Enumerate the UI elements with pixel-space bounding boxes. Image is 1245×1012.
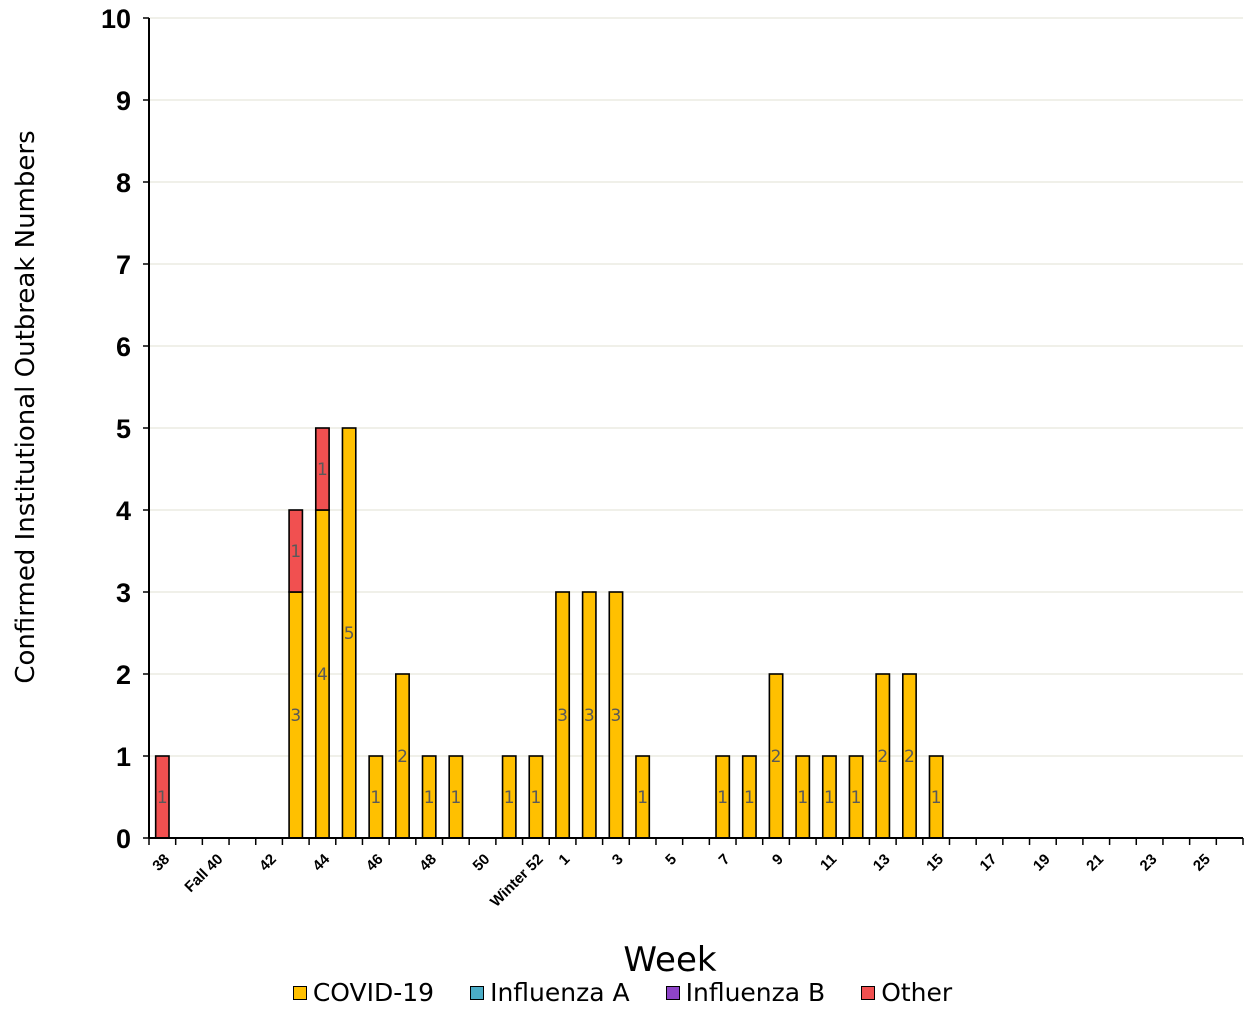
data-label: 1 [824,788,835,808]
y-tick-label: 6 [116,332,131,362]
y-tick-label: 2 [116,660,131,690]
data-label: 1 [744,788,755,808]
x-tick-label: 13 [870,851,894,875]
y-tick-label: 1 [116,742,131,772]
y-axis-title: Confirmed Institutional Outbreak Numbers [11,130,41,683]
legend-label-covid: COVID-19 [312,978,435,1007]
legend-swatch-influenza-a [470,985,485,1000]
x-tick-label: 38 [149,851,173,875]
legend-label-influenza-a: Influenza A [490,978,630,1007]
x-tick-label: 21 [1083,851,1107,875]
y-tick-label: 10 [101,4,131,34]
x-tick-label: 25 [1190,851,1214,875]
data-label: 3 [290,706,301,726]
legend-item-influenza-b: Influenza B [665,978,826,1007]
bar-other [314,427,330,511]
x-axis-title: Week [623,940,716,975]
data-label: 1 [504,788,515,808]
y-tick-labels: 0 1 2 3 4 5 6 7 8 9 10 [101,4,131,854]
data-label: 1 [424,788,435,808]
data-label: 3 [611,706,622,726]
x-tick-label: 17 [977,851,1001,875]
x-tick-label: 11 [817,851,840,874]
bar-other [288,509,304,593]
gridlines [149,17,1243,757]
data-label: 3 [557,706,568,726]
legend-item-other: Other [861,980,952,1005]
data-label: 1 [157,788,168,808]
data-label: 1 [851,788,862,808]
x-tick-label: 3 [609,851,627,869]
legend: COVID-19 Influenza A Influenza B Other [0,980,1245,1005]
legend-label-other: Other [881,978,953,1007]
data-label: 2 [397,747,408,767]
x-tick-label: 46 [363,851,387,875]
legend-swatch-influenza-b [665,985,680,1000]
x-tick-label: 19 [1030,851,1054,875]
data-label: 1 [370,788,381,808]
x-tick-label: 1 [555,851,573,869]
data-label: 1 [530,788,541,808]
x-tick-label: 48 [416,851,440,875]
x-tick-label: 5 [662,851,680,869]
data-label: 1 [450,788,461,808]
y-tick-label: 9 [116,86,131,116]
y-tick-label: 3 [116,578,131,608]
x-tick-label: 7 [716,851,734,869]
data-label: 5 [344,624,355,644]
legend-label-influenza-b: Influenza B [685,978,826,1007]
x-tick-label: 50 [470,851,494,875]
x-tick-label: 23 [1137,851,1161,875]
y-tick-label: 4 [116,496,131,526]
bars [154,427,944,839]
data-label: 2 [771,747,782,767]
legend-item-influenza-a: Influenza A [470,980,630,1005]
x-tick-label: Fall 40 [181,851,226,896]
data-label: 3 [584,706,595,726]
data-label: 4 [317,665,328,685]
x-tick-label: Winter 52 [487,851,547,911]
legend-swatch-other [861,985,876,1000]
legend-item-covid: COVID-19 [292,978,435,1007]
data-label: 1 [717,788,728,808]
x-tick-label: 42 [256,851,280,875]
x-tick-label: 15 [923,851,947,875]
data-label: 1 [637,788,648,808]
data-label: 2 [904,747,915,767]
data-label: 2 [877,747,888,767]
x-tick-label: 44 [309,850,333,874]
legend-swatch-covid [292,985,307,1000]
y-tick-label: 0 [116,824,131,854]
data-label: 1 [290,542,301,562]
x-tick-label: 9 [769,851,787,869]
y-tick-label: 8 [116,168,131,198]
y-tick-label: 7 [116,250,131,280]
data-label: 1 [931,788,942,808]
data-label: 1 [797,788,808,808]
y-tick-label: 5 [116,414,131,444]
data-label: 1 [317,460,328,480]
axes [143,17,1244,845]
